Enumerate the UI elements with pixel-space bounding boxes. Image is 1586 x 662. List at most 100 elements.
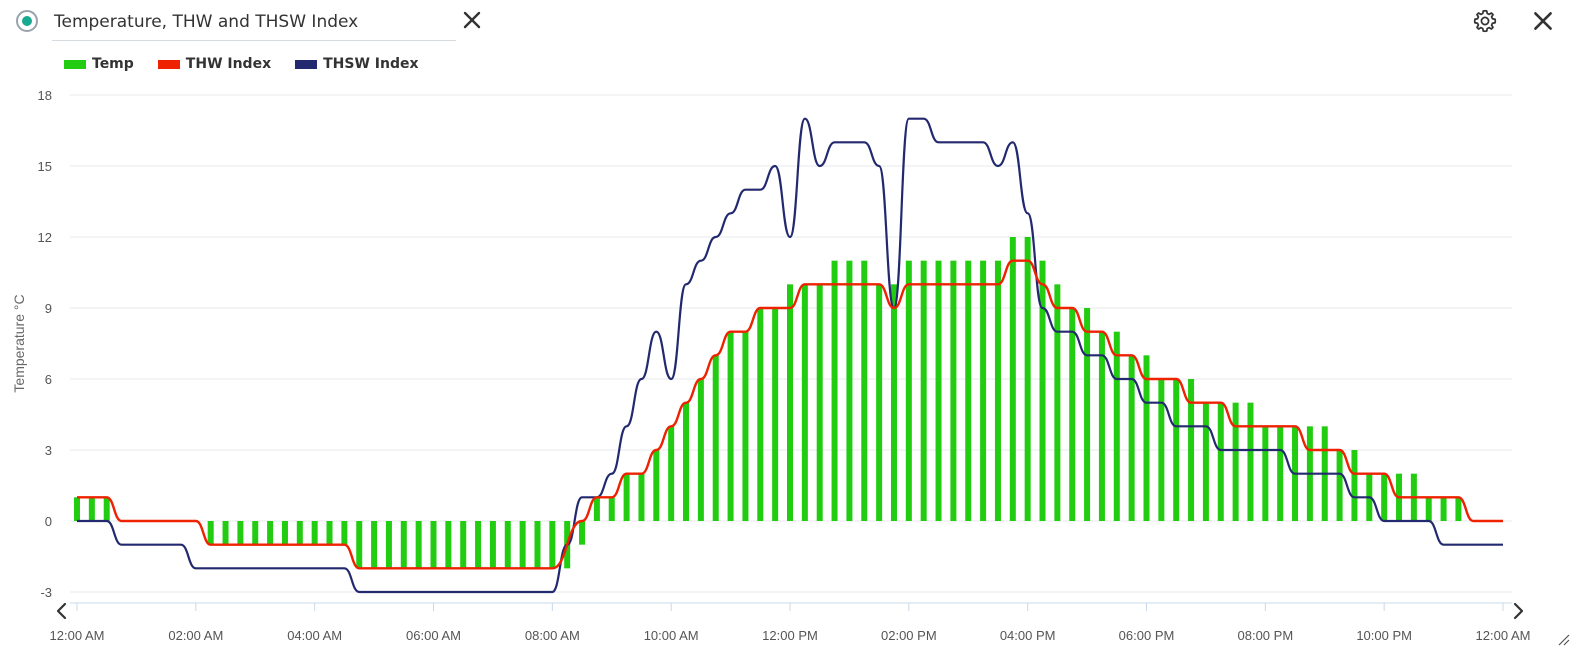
temp-bar <box>311 521 318 545</box>
temp-bar <box>1128 355 1135 521</box>
temp-bar <box>1277 426 1284 521</box>
temp-bar <box>1247 402 1254 521</box>
temp-bar <box>237 521 244 545</box>
temp-bar <box>608 497 615 521</box>
y-tick-label: 6 <box>45 372 52 387</box>
temp-bar <box>445 521 452 569</box>
temp-bar <box>341 521 348 545</box>
temp-bar <box>207 521 214 545</box>
temp-bar <box>1039 260 1046 521</box>
thsw-index-line <box>77 117 1503 594</box>
temp-bar <box>103 497 110 521</box>
temp-bar <box>1188 379 1195 521</box>
temp-bar <box>1336 450 1343 521</box>
temp-bar <box>965 260 972 521</box>
temp-bar <box>994 260 1001 521</box>
legend-label-temp: Temp <box>92 56 134 72</box>
temp-bar <box>801 284 808 521</box>
temp-bar <box>400 521 407 569</box>
temp-bar <box>890 284 897 521</box>
temp-bar <box>816 284 823 521</box>
temp-bar <box>1425 497 1432 521</box>
temp-bar <box>252 521 259 545</box>
x-tick-label: 02:00 AM <box>168 628 223 643</box>
temp-bar <box>861 260 868 521</box>
close-icon[interactable] <box>1530 8 1556 34</box>
chevron-right-icon[interactable] <box>1508 600 1528 622</box>
temp-bar <box>772 308 779 521</box>
legend-item-thw[interactable]: THW Index <box>157 56 272 72</box>
temp-bar <box>593 497 600 521</box>
temp-bar <box>549 521 556 569</box>
temp-bar <box>787 284 793 521</box>
temp-bar <box>905 260 912 521</box>
y-tick-label: 12 <box>38 230 52 245</box>
temp-bar <box>1143 355 1150 521</box>
temp-bar <box>638 473 645 521</box>
temp-bar <box>385 521 392 569</box>
temp-bar <box>489 521 496 569</box>
temp-bar <box>683 402 690 521</box>
temp-bar <box>371 521 378 569</box>
temp-bar <box>846 260 853 521</box>
temp-bar <box>742 331 749 521</box>
x-tick-label: 06:00 PM <box>1119 628 1175 643</box>
temp-bar <box>1262 426 1269 521</box>
x-tick-label: 12:00 AM <box>1476 628 1531 643</box>
y-tick-label: 15 <box>38 159 52 174</box>
temp-bar <box>980 260 987 521</box>
temp-bar <box>623 473 630 521</box>
widget-header: Temperature, THW and THSW Index <box>0 0 1586 50</box>
y-axis-label: Temperature °C <box>11 294 27 392</box>
legend-item-temp[interactable]: Temp <box>64 56 134 72</box>
x-tick-label: 08:00 PM <box>1238 628 1294 643</box>
temp-bar <box>1069 308 1076 521</box>
legend-item-thsw[interactable]: THSW Index <box>295 56 419 72</box>
gear-icon[interactable] <box>1472 8 1498 34</box>
temp-bar <box>534 521 541 569</box>
x-tick-label: 10:00 PM <box>1356 628 1412 643</box>
legend-swatch-temp <box>64 59 86 69</box>
y-tick-label: 0 <box>45 514 52 529</box>
temp-bar <box>831 260 838 521</box>
temp-bar <box>74 497 80 521</box>
clear-title-icon[interactable] <box>460 8 484 32</box>
x-tick-label: 02:00 PM <box>881 628 937 643</box>
temp-bar <box>697 379 704 521</box>
x-tick-label: 10:00 AM <box>644 628 699 643</box>
temp-bar <box>475 521 482 569</box>
x-tick-label: 12:00 AM <box>50 628 105 643</box>
temp-bar <box>326 521 333 545</box>
temp-bar <box>504 521 511 569</box>
temp-bar <box>222 521 229 545</box>
temp-bar <box>1084 308 1091 521</box>
temp-bar <box>876 284 883 521</box>
temp-bar <box>1202 402 1209 521</box>
chevron-left-icon[interactable] <box>52 600 72 622</box>
widget-title-field[interactable]: Temperature, THW and THSW Index <box>52 6 456 41</box>
temp-bar <box>1351 450 1358 521</box>
y-tick-label: -3 <box>40 585 52 600</box>
temperature-chart: -3 0 3 6 9 12 15 18 Temperature °C 12:00 AM 02:00 … <box>11 88 1531 643</box>
y-tick-label: 18 <box>38 88 52 103</box>
temp-bar <box>1024 237 1031 521</box>
temp-bar <box>1217 402 1224 521</box>
temp-bar <box>1158 379 1165 521</box>
temp-bar <box>712 355 719 521</box>
temp-bar <box>727 331 734 521</box>
y-tick-label: 3 <box>45 443 52 458</box>
widget-title[interactable]: Temperature, THW and THSW Index <box>54 12 359 32</box>
legend-label-thw: THW Index <box>185 56 272 72</box>
x-tick-label: 04:00 AM <box>287 628 342 643</box>
temp-bar <box>950 260 957 521</box>
temp-bar <box>460 521 467 569</box>
temp-bar <box>1173 379 1180 521</box>
temp-bar <box>430 521 437 569</box>
radio-selected-icon[interactable] <box>16 10 38 32</box>
temp-bar <box>1440 497 1447 521</box>
temp-bar <box>1054 284 1061 521</box>
resize-handle-icon[interactable] <box>1556 632 1570 646</box>
chart-legend: Temp THW Index THSW Index <box>64 54 443 74</box>
temp-bar <box>1009 237 1016 521</box>
x-tick-label: 04:00 PM <box>1000 628 1056 643</box>
